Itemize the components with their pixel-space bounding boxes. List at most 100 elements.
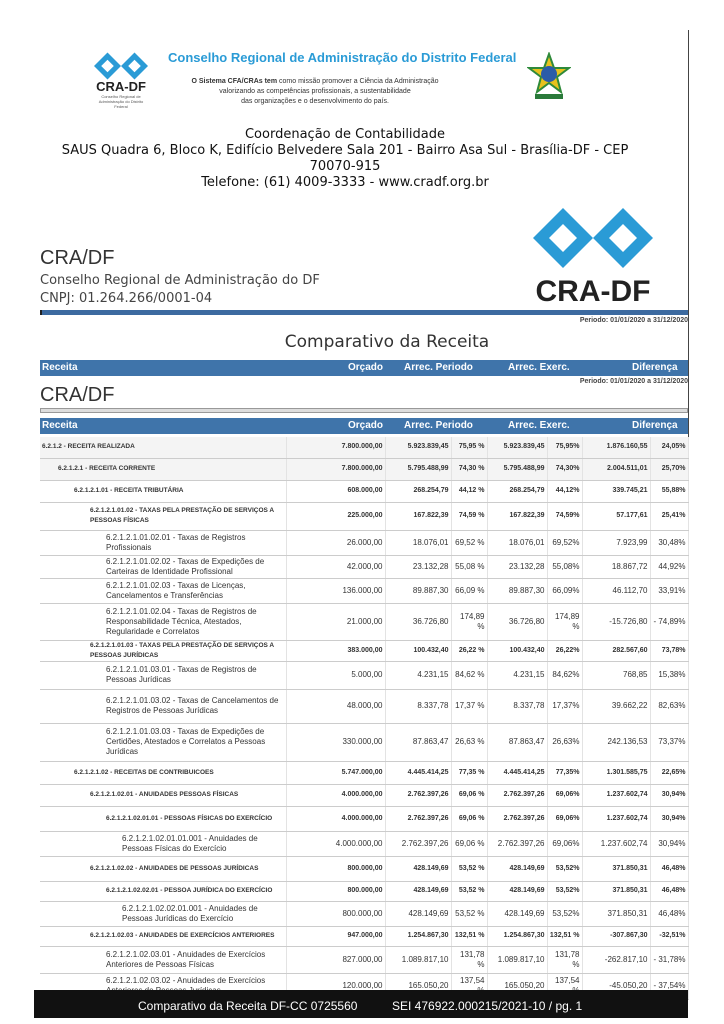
cell-label: 6.2.1.2.1.02.01.01.001 - Anuidades de Pe… bbox=[40, 831, 287, 857]
cell-pct-periodo: 66,09 % bbox=[451, 578, 488, 604]
table-row: 6.2.1.2.1.02.03.01 - Anuidades de Exercí… bbox=[40, 946, 689, 974]
table-row: 6.2.1.2.1.02.01.01.001 - Anuidades de Pe… bbox=[40, 831, 689, 857]
cell-pct-periodo: 69,06 % bbox=[451, 806, 488, 832]
cell-orcado: 48.000,00 bbox=[286, 689, 386, 724]
cell-orcado: 5.000,00 bbox=[286, 661, 386, 690]
cell-arrec-exerc: 4.231,15 bbox=[487, 661, 548, 690]
cell-pct-periodo: 69,06 % bbox=[451, 784, 488, 807]
cell-arrec-periodo: 428.149,69 bbox=[385, 881, 452, 902]
cell-diferenca: -307.867,30 bbox=[582, 926, 651, 947]
cell-label: 6.2.1.2.1.02.03.01 - Anuidades de Exercí… bbox=[40, 946, 287, 974]
cell-orcado: 42.000,00 bbox=[286, 555, 386, 579]
cell-label: 6.2.1.2.1.02.02.01 - PESSOA JURÍDICA DO … bbox=[40, 881, 287, 902]
cell-diferenca: 1.237.602,74 bbox=[582, 806, 651, 832]
cell-orcado: 4.000.000,00 bbox=[286, 831, 386, 857]
cell-pct-dif: 46,48% bbox=[650, 856, 689, 882]
cell-pct-periodo: 75,95 % bbox=[451, 437, 488, 459]
cell-pct-exerc: 74,30% bbox=[547, 458, 583, 481]
cell-pct-exerc: 26,22% bbox=[547, 640, 583, 662]
cell-arrec-periodo: 2.762.397,26 bbox=[385, 784, 452, 807]
cell-orcado: 7.800.000,00 bbox=[286, 437, 386, 459]
period-label: Periodo: 01/01/2020 a 31/12/2020 bbox=[579, 317, 688, 324]
cell-orcado: 4.000.000,00 bbox=[286, 784, 386, 807]
table-row: 6.2.1.2.1 - RECEITA CORRENTE 7.800.000,00… bbox=[40, 458, 689, 481]
cell-diferenca: 1.237.602,74 bbox=[582, 831, 651, 857]
cell-label: 6.2.1.2.1.01.03.01 - Taxas de Registros … bbox=[40, 661, 287, 690]
cell-arrec-exerc: 1.254.867,30 bbox=[487, 926, 548, 947]
letterhead-mission: O Sistema CFA/CRAs tem como missão promo… bbox=[191, 78, 439, 105]
table-row: 6.2.1.2.1.01.03.03 - Taxas de Expedições… bbox=[40, 723, 689, 762]
cell-arrec-periodo: 4.231,15 bbox=[385, 661, 452, 690]
cell-arrec-periodo: 5.923.839,45 bbox=[385, 437, 452, 459]
table-row: 6.2.1.2.1.02.01.01 - PESSOAS FÍSICAS DO … bbox=[40, 806, 689, 832]
cell-arrec-exerc: 428.149,69 bbox=[487, 881, 548, 902]
cell-pct-dif: - 74,89% bbox=[650, 603, 689, 641]
cell-pct-periodo: 74,59 % bbox=[451, 502, 488, 531]
cell-arrec-exerc: 5.795.488,99 bbox=[487, 458, 548, 481]
cell-diferenca: 371.850,31 bbox=[582, 856, 651, 882]
cell-arrec-exerc: 89.887,30 bbox=[487, 578, 548, 604]
cell-arrec-periodo: 2.762.397,26 bbox=[385, 831, 452, 857]
cell-pct-exerc: 53,52% bbox=[547, 881, 583, 902]
cell-pct-exerc: 69,06% bbox=[547, 784, 583, 807]
cell-pct-periodo: 53,52 % bbox=[451, 901, 488, 927]
cell-arrec-periodo: 1.254.867,30 bbox=[385, 926, 452, 947]
cell-label: 6.2.1.2 - RECEITA REALIZADA bbox=[40, 437, 287, 459]
cell-label: 6.2.1.2.1.01.02.01 - Taxas de Registros … bbox=[40, 530, 287, 556]
cell-pct-exerc: 55,08% bbox=[547, 555, 583, 579]
cell-pct-dif: 30,94% bbox=[650, 784, 689, 807]
cell-arrec-exerc: 5.923.839,45 bbox=[487, 437, 548, 459]
cell-diferenca: 39.662,22 bbox=[582, 689, 651, 724]
cell-pct-periodo: 55,08 % bbox=[451, 555, 488, 579]
cell-arrec-periodo: 268.254,79 bbox=[385, 480, 452, 503]
cell-arrec-exerc: 23.132,28 bbox=[487, 555, 548, 579]
cell-pct-periodo: 44,12 % bbox=[451, 480, 488, 503]
cell-label: 6.2.1.2.1.01.02.03 - Taxas de Licenças, … bbox=[40, 578, 287, 604]
cell-pct-dif: 73,37% bbox=[650, 723, 689, 762]
cell-arrec-exerc: 1.089.817,10 bbox=[487, 946, 548, 974]
cell-arrec-exerc: 2.762.397,26 bbox=[487, 831, 548, 857]
cell-pct-periodo: 132,51 % bbox=[451, 926, 488, 947]
table-header-repeat: Receita Orçado Arrec. Periodo Arrec. Exe… bbox=[40, 360, 688, 376]
cell-pct-exerc: 69,06% bbox=[547, 806, 583, 832]
cell-pct-exerc: 75,95% bbox=[547, 437, 583, 459]
table-row: 6.2.1.2.1.01.02 - TAXAS PELA PRESTAÇÃO D… bbox=[40, 502, 689, 531]
cell-pct-periodo: 77,35 % bbox=[451, 761, 488, 785]
table-row: 6.2.1.2.1.01.02.01 - Taxas de Registros … bbox=[40, 530, 689, 556]
cell-arrec-periodo: 100.432,40 bbox=[385, 640, 452, 662]
cell-arrec-exerc: 428.149,69 bbox=[487, 856, 548, 882]
cell-label: 6.2.1.2.1.02 - RECEITAS DE CONTRIBUICOES bbox=[40, 761, 287, 785]
table-row: 6.2.1.2.1.02.03 - ANUIDADES DE EXERCÍCIO… bbox=[40, 926, 689, 947]
cell-label: 6.2.1.2.1.01.03 - TAXAS PELA PRESTAÇÃO D… bbox=[40, 640, 287, 662]
cell-pct-dif: - 31,78% bbox=[650, 946, 689, 974]
cell-pct-exerc: 132,51 % bbox=[547, 926, 583, 947]
cra-df-logo-large: CRA-DF bbox=[528, 208, 658, 308]
cell-pct-dif: 73,78% bbox=[650, 640, 689, 662]
diamond-logo-icon bbox=[94, 52, 148, 80]
table-row: 6.2.1.2.1.01.02.03 - Taxas de Licenças, … bbox=[40, 578, 689, 604]
cell-arrec-periodo: 89.887,30 bbox=[385, 578, 452, 604]
cell-label: 6.2.1.2.1.02.02 - ANUIDADES DE PESSOAS J… bbox=[40, 856, 287, 882]
cell-diferenca: 1.237.602,74 bbox=[582, 784, 651, 807]
cell-pct-exerc: 84,62% bbox=[547, 661, 583, 690]
table-row: 6.2.1.2.1.01.02.02 - Taxas de Expedições… bbox=[40, 555, 689, 579]
cell-orcado: 136.000,00 bbox=[286, 578, 386, 604]
cell-arrec-exerc: 18.076,01 bbox=[487, 530, 548, 556]
cell-pct-periodo: 26,63 % bbox=[451, 723, 488, 762]
cell-arrec-periodo: 167.822,39 bbox=[385, 502, 452, 531]
letterhead-title: Conselho Regional de Administração do Di… bbox=[168, 50, 517, 65]
cell-label: 6.2.1.2.1.01.02.04 - Taxas de Registros … bbox=[40, 603, 287, 641]
cell-label: 6.2.1.2.1.02.01.01 - PESSOAS FÍSICAS DO … bbox=[40, 806, 287, 832]
cell-pct-periodo: 84,62 % bbox=[451, 661, 488, 690]
cell-pct-exerc: 69,06% bbox=[547, 831, 583, 857]
cell-pct-exerc: 53,52% bbox=[547, 901, 583, 927]
cell-diferenca: 339.745,21 bbox=[582, 480, 651, 503]
cell-pct-dif: 25,70% bbox=[650, 458, 689, 481]
cell-arrec-exerc: 36.726,80 bbox=[487, 603, 548, 641]
cell-orcado: 800.000,00 bbox=[286, 856, 386, 882]
cell-diferenca: -15.726,80 bbox=[582, 603, 651, 641]
cell-label: 6.2.1.2.1.01.02.02 - Taxas de Expedições… bbox=[40, 555, 287, 579]
cell-arrec-exerc: 167.822,39 bbox=[487, 502, 548, 531]
revenue-table: 6.2.1.2 - RECEITA REALIZADA 7.800.000,00 5… bbox=[40, 437, 689, 1000]
cell-orcado: 800.000,00 bbox=[286, 881, 386, 902]
